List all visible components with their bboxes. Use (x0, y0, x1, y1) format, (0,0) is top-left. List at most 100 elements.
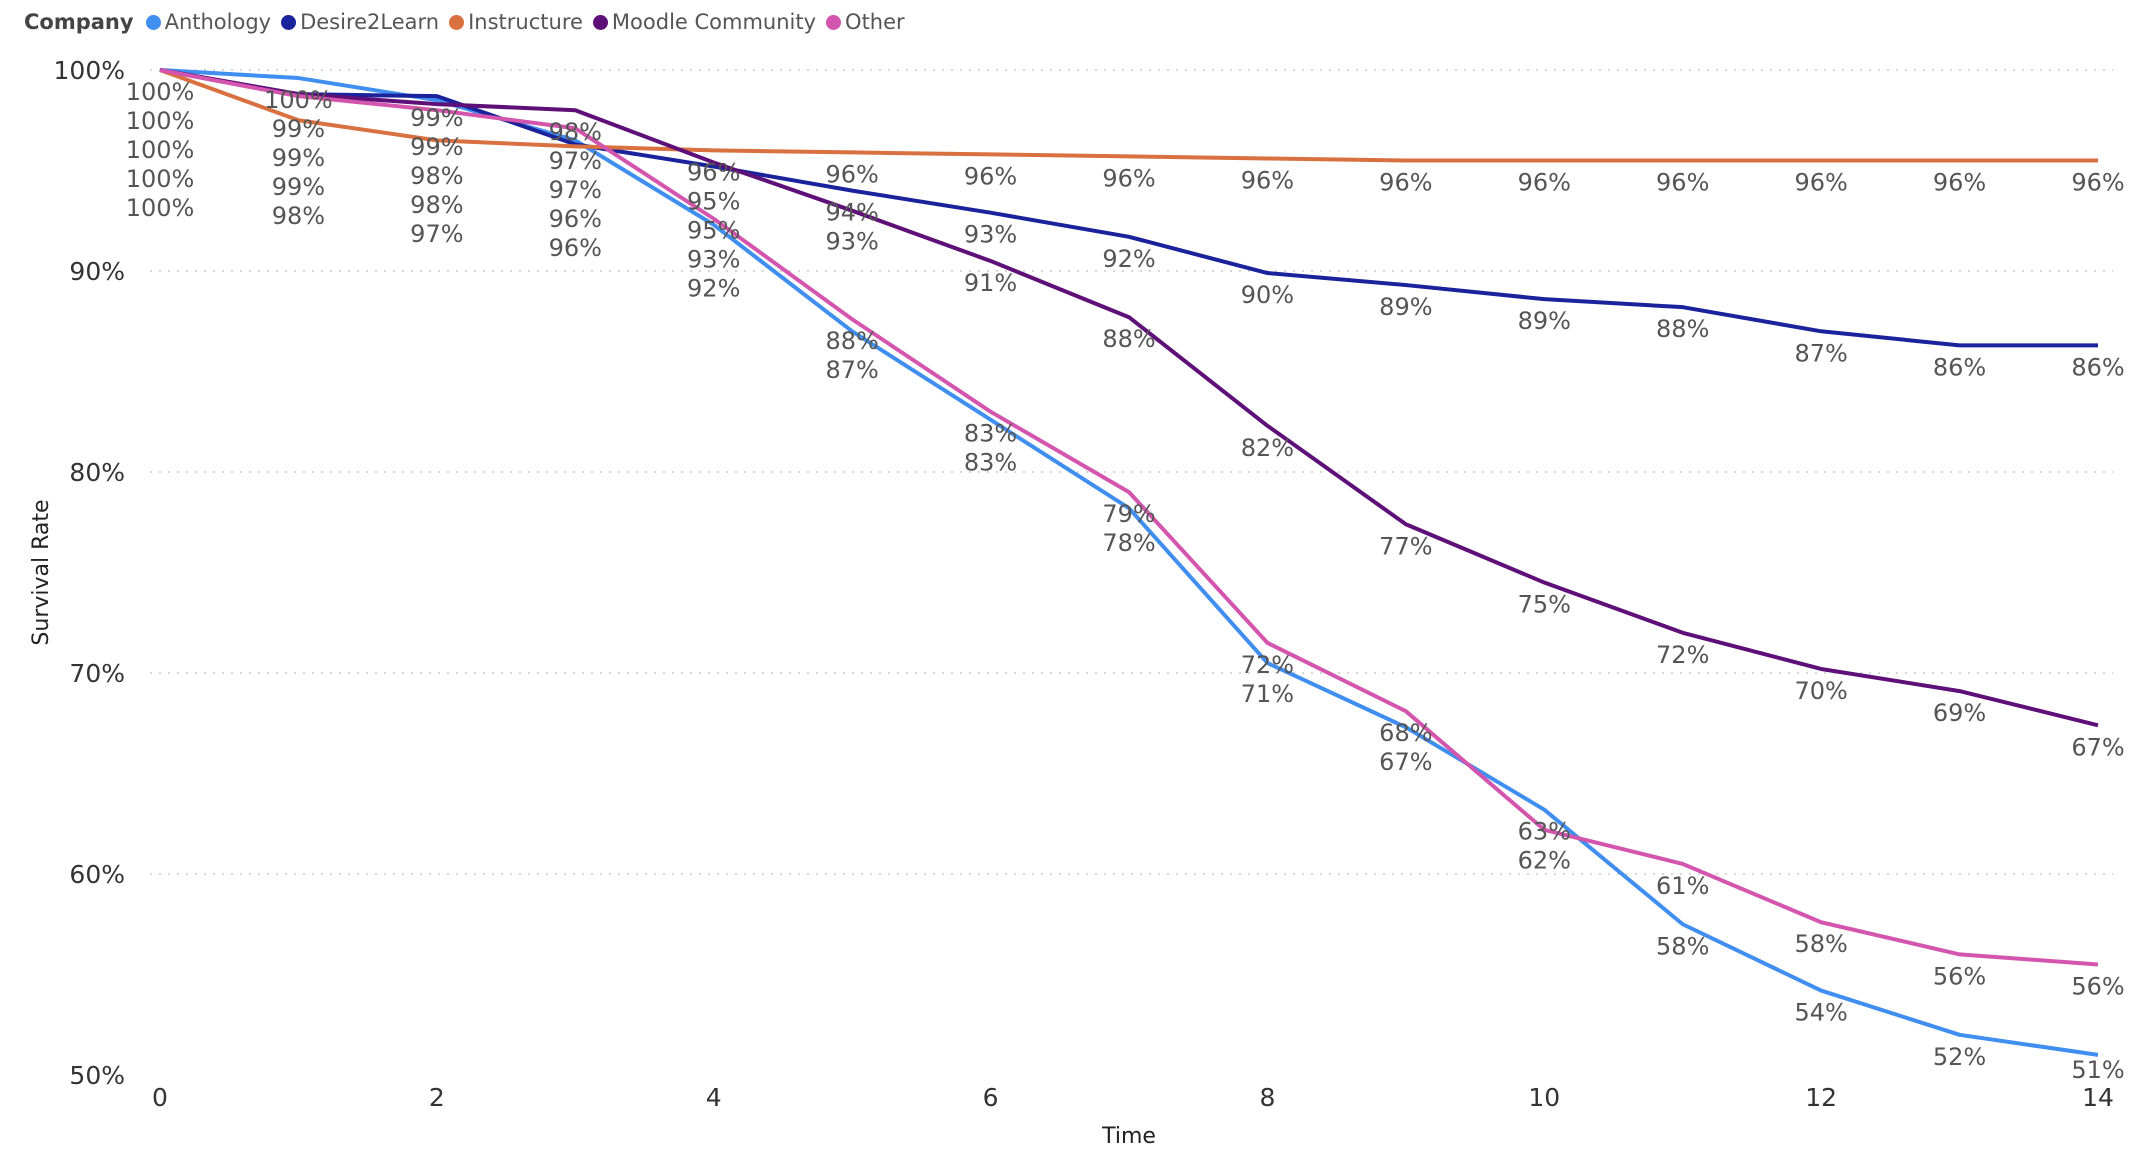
data-label: 51% (2071, 1056, 2124, 1084)
data-label: 79% (1102, 500, 1155, 528)
x-tick-label: 8 (1259, 1083, 1275, 1112)
data-label: 93% (687, 245, 740, 273)
data-label: 100% (126, 165, 195, 193)
legend-label: Other (845, 10, 905, 34)
data-label: 87% (825, 356, 878, 384)
y-axis-title: Survival Rate (29, 499, 54, 645)
data-label: 83% (964, 449, 1017, 477)
y-tick-label: 80% (69, 458, 125, 487)
data-label: 63% (1518, 818, 1571, 846)
data-label: 88% (1102, 325, 1155, 353)
data-label: 62% (1518, 847, 1571, 875)
data-label: 67% (2071, 733, 2124, 761)
y-tick-label: 100% (54, 56, 125, 85)
legend-item[interactable]: Other (826, 10, 905, 34)
data-label: 86% (2071, 353, 2124, 381)
x-tick-label: 0 (152, 1083, 168, 1112)
data-label: 87% (1794, 339, 1847, 367)
x-tick-label: 4 (706, 1083, 722, 1112)
legend-marker-icon (281, 14, 297, 30)
data-label: 99% (410, 133, 463, 161)
data-label: 92% (687, 274, 740, 302)
x-axis-title: Time (1101, 1124, 1156, 1149)
data-label: 96% (687, 158, 740, 186)
series-line-desire2learn (159, 68, 2098, 348)
legend-label: Instructure (468, 10, 583, 34)
data-label: 96% (1102, 164, 1155, 192)
data-label: 96% (825, 160, 878, 188)
data-label: 83% (964, 420, 1017, 448)
data-label: 61% (1656, 872, 1709, 900)
data-label: 100% (264, 86, 333, 114)
data-label: 99% (272, 173, 325, 201)
data-label: 96% (1379, 168, 1432, 196)
legend-marker-icon (449, 14, 465, 30)
data-label: 89% (1518, 307, 1571, 335)
legend-marker-icon (592, 14, 608, 30)
data-label: 96% (1656, 168, 1709, 196)
data-label: 96% (1241, 166, 1294, 194)
data-label: 98% (272, 202, 325, 230)
x-tick-label: 2 (429, 1083, 445, 1112)
data-label: 100% (126, 107, 195, 135)
series-line-moodle-community (159, 68, 2099, 728)
data-label: 97% (549, 176, 602, 204)
x-tick-label: 6 (983, 1083, 999, 1112)
data-label: 72% (1656, 641, 1709, 669)
data-label: 99% (272, 115, 325, 143)
data-label: 88% (825, 327, 878, 355)
legend: Company Anthology Desire2Learn Instructure… (24, 10, 915, 34)
data-label: 86% (1933, 353, 1986, 381)
data-label: 92% (1102, 245, 1155, 273)
data-label: 89% (1379, 293, 1432, 321)
data-label: 98% (410, 191, 463, 219)
data-label: 54% (1794, 999, 1847, 1027)
x-tick-label: 10 (1528, 1083, 1560, 1112)
data-label: 58% (1794, 930, 1847, 958)
data-label: 68% (1379, 719, 1432, 747)
data-label: 96% (549, 205, 602, 233)
legend-item[interactable]: Instructure (449, 10, 583, 34)
data-label: 91% (964, 269, 1017, 297)
data-label: 99% (272, 144, 325, 172)
data-label: 70% (1794, 677, 1847, 705)
legend-marker-icon (826, 14, 842, 30)
data-label: 93% (964, 221, 1017, 249)
data-label: 100% (126, 194, 195, 222)
data-label: 96% (1933, 168, 1986, 196)
data-label: 96% (1794, 168, 1847, 196)
data-label: 93% (825, 228, 878, 256)
legend-item[interactable]: Anthology (145, 10, 272, 34)
data-label: 100% (126, 78, 195, 106)
data-label: 90% (1241, 281, 1294, 309)
data-label: 99% (410, 104, 463, 132)
data-label: 77% (1379, 532, 1432, 560)
data-label: 88% (1656, 315, 1709, 343)
data-label: 71% (1241, 680, 1294, 708)
y-tick-label: 60% (69, 860, 125, 889)
data-label: 96% (2071, 168, 2124, 196)
data-label: 75% (1518, 591, 1571, 619)
legend-label: Desire2Learn (300, 10, 440, 34)
x-tick-label: 12 (1805, 1083, 1837, 1112)
data-label: 52% (1933, 1043, 1986, 1071)
data-label: 97% (549, 147, 602, 175)
y-tick-label: 50% (69, 1061, 125, 1090)
data-label: 94% (825, 199, 878, 227)
legend-label: Moodle Community (611, 10, 817, 34)
legend-item[interactable]: Desire2Learn (281, 10, 439, 34)
data-label: 96% (964, 162, 1017, 190)
data-label: 56% (1933, 962, 1986, 990)
data-label: 97% (410, 220, 463, 248)
data-label: 95% (687, 187, 740, 215)
data-label: 58% (1656, 932, 1709, 960)
data-label: 96% (1518, 168, 1571, 196)
y-tick-label: 90% (69, 257, 125, 286)
data-label: 82% (1241, 434, 1294, 462)
series-line-other (159, 68, 2099, 967)
legend-label: Anthology (164, 10, 272, 34)
data-label: 69% (1933, 699, 1986, 727)
data-label: 95% (687, 216, 740, 244)
legend-item[interactable]: Moodle Community (592, 10, 817, 34)
